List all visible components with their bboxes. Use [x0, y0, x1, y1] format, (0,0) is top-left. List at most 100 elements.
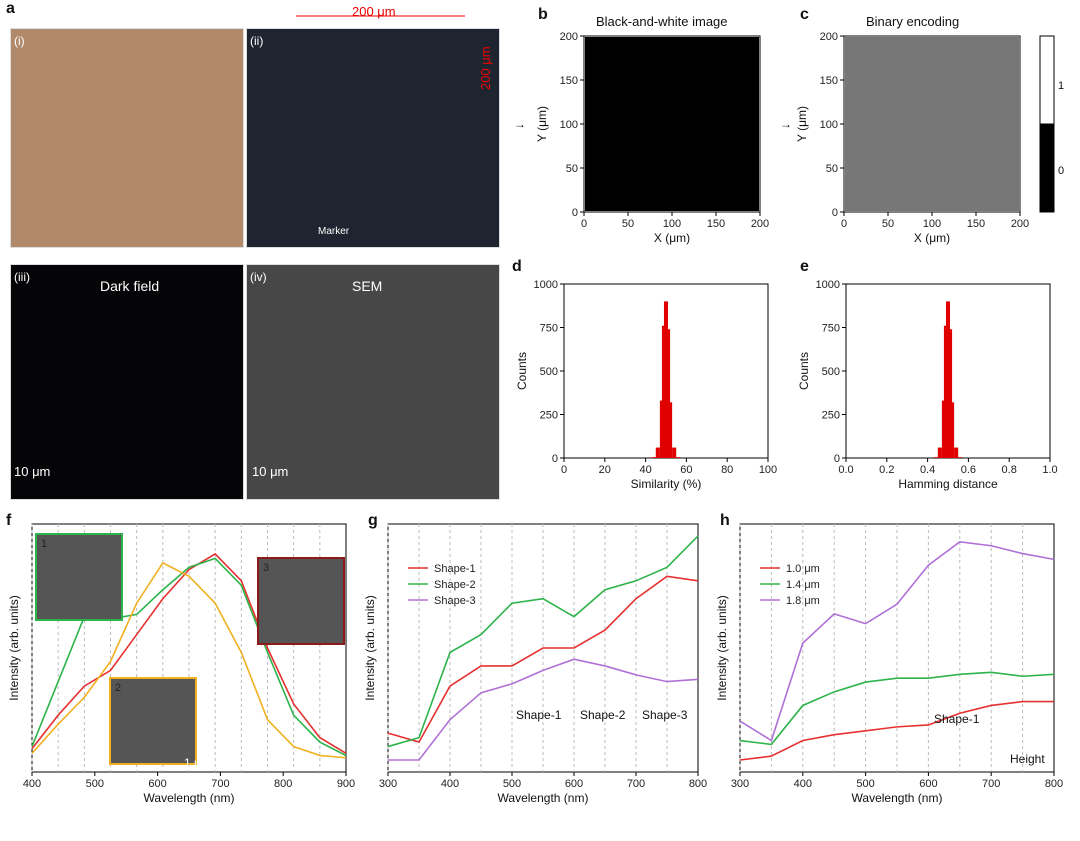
h-series-3 — [739, 541, 1055, 742]
scalebar-label-iv: 10 μm — [252, 464, 289, 479]
scale-side-label: 200 μm — [478, 46, 493, 90]
c-ylabel: Y (μm) — [795, 106, 809, 142]
f-xtick-label: 900 — [337, 778, 355, 790]
f-xtick-label: 700 — [211, 778, 229, 790]
phone-photo — [10, 28, 244, 248]
h-xtick-label: 400 — [794, 778, 812, 790]
c-xtick-label: 150 — [967, 218, 985, 230]
d-xtick-label: 0 — [561, 464, 567, 476]
b-ylabel: Y (μm) — [535, 106, 549, 142]
h-legend-label: 1.4 μm — [786, 579, 820, 591]
d-bar — [655, 447, 660, 458]
d-xlabel: Similarity (%) — [631, 477, 702, 491]
f-series-3 — [31, 561, 347, 759]
d-bar — [651, 457, 656, 458]
g-xtick-label: 600 — [565, 778, 583, 790]
colorbar-white — [1039, 35, 1055, 125]
d-bar — [666, 329, 671, 458]
darkfield-image — [10, 264, 244, 500]
colorbar-label-1: 1 — [1058, 80, 1065, 92]
e-xtick-label: 0.0 — [838, 464, 853, 476]
e-xtick-label: 0.2 — [879, 464, 894, 476]
f-xtick-label: 600 — [148, 778, 166, 790]
g-series-2 — [387, 535, 699, 748]
e-ylabel: Counts — [797, 352, 811, 390]
g-ylabel: Intensity (arb. units) — [363, 595, 377, 700]
f-inset-label-1: 1 — [41, 538, 47, 550]
d-xtick-label: 80 — [721, 464, 733, 476]
sub-label-ii: (ii) — [250, 34, 264, 48]
c-xtick-label: 0 — [841, 218, 847, 230]
c-image — [845, 37, 1019, 211]
g-xtick-label: 400 — [441, 778, 459, 790]
h-series-2 — [739, 671, 1055, 746]
scalebar-label-iii: 10 μm — [14, 464, 51, 479]
e-bar — [954, 447, 959, 458]
colorbar-label-0: 0 — [1058, 165, 1065, 177]
panel-label-c: c — [800, 6, 809, 23]
b-xtick-label: 100 — [663, 218, 681, 230]
g-shape2-label: Shape-2 — [580, 708, 626, 722]
f-inset-scale: 1 μm — [184, 756, 211, 770]
panel-label-f: f — [6, 512, 12, 529]
c-xtick-label: 50 — [882, 218, 894, 230]
g-xtick-label: 700 — [627, 778, 645, 790]
g-xlabel: Wavelength (nm) — [498, 791, 589, 805]
d-xtick-label: 100 — [759, 464, 777, 476]
c-ytick-label: 50 — [826, 163, 838, 175]
b-ytick-label: 150 — [560, 75, 578, 87]
b-xtick-label: 0 — [581, 218, 587, 230]
h-ylabel: Intensity (arb. units) — [715, 595, 729, 700]
b-title: Black-and-white image — [596, 14, 728, 29]
e-bar — [933, 457, 938, 458]
h-xtick-label: 800 — [1045, 778, 1063, 790]
b-xtick-label: 150 — [707, 218, 725, 230]
f-xtick-label: 500 — [86, 778, 104, 790]
d-ytick-label: 1000 — [534, 279, 558, 291]
c-ytick-label: 150 — [820, 75, 838, 87]
darkfield-large-image — [246, 28, 500, 248]
d-ytick-label: 250 — [540, 410, 558, 422]
b-ytick-label: 100 — [560, 119, 578, 131]
d-bar — [676, 457, 681, 458]
b-xlabel: X (μm) — [654, 231, 690, 245]
b-image — [585, 37, 759, 211]
d-bar — [672, 447, 677, 458]
e-ytick-label: 500 — [822, 366, 840, 378]
e-xlabel: Hamming distance — [898, 477, 998, 491]
b-ytick-label: 0 — [572, 207, 578, 219]
c-title: Binary encoding — [866, 14, 960, 29]
g-legend-label: Shape-1 — [434, 563, 476, 575]
sem-label: SEM — [352, 278, 383, 294]
sem-image — [246, 264, 500, 500]
sub-label-i: (i) — [14, 34, 25, 48]
b-ytick-label: 50 — [566, 163, 578, 175]
f-inset-label-3: 3 — [263, 562, 269, 574]
g-shape1-label: Shape-1 — [516, 708, 562, 722]
panel-label-h: h — [720, 512, 730, 529]
sub-label-iii: (iii) — [14, 270, 30, 284]
e-xtick-label: 0.4 — [920, 464, 935, 476]
f-inset-1 — [35, 533, 123, 621]
e-bar — [958, 457, 963, 458]
e-ytick-label: 250 — [822, 410, 840, 422]
f-inset-2 — [109, 677, 197, 765]
f-inset-label-2: 2 — [115, 682, 121, 694]
d-xtick-label: 60 — [680, 464, 692, 476]
sub-label-iv: (iv) — [250, 270, 267, 284]
h-series-1 — [739, 700, 1054, 761]
colorbar-black — [1039, 123, 1055, 213]
d-ytick-label: 500 — [540, 366, 558, 378]
c-xlabel: X (μm) — [914, 231, 950, 245]
e-ytick-label: 1000 — [816, 279, 840, 291]
h-xtick-label: 500 — [856, 778, 874, 790]
c-xtick-label: 100 — [923, 218, 941, 230]
b-ytick-label: 200 — [560, 31, 578, 43]
h-shape-label: Shape-1 — [934, 712, 980, 726]
panel-label-g: g — [368, 512, 378, 529]
marker-label: Marker — [318, 226, 350, 237]
e-xtick-label: 0.6 — [961, 464, 976, 476]
h-height-label: Height — [1010, 752, 1045, 766]
b-xtick-label: 50 — [622, 218, 634, 230]
